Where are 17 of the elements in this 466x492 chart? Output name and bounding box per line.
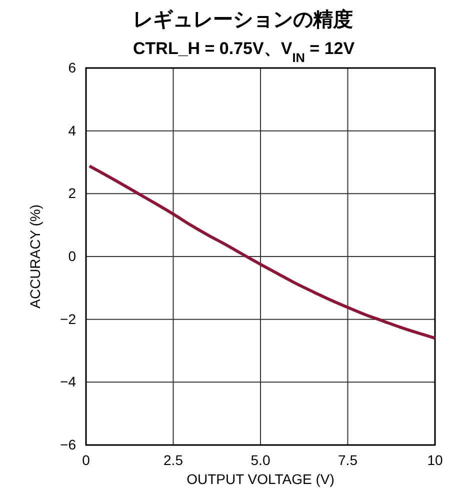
- y-tick-label: 2: [68, 185, 76, 202]
- x-tick-label: 0: [82, 452, 90, 468]
- x-axis-title: OUTPUT VOLTAGE (V): [186, 471, 334, 487]
- x-tick-label: 10: [427, 452, 443, 468]
- y-tick-label: 6: [68, 59, 76, 76]
- x-tick-label: 5.0: [250, 452, 270, 468]
- y-tick-label: 4: [68, 122, 76, 138]
- chart-subtitle: CTRL_H = 0.75V、V$_{IN}$ = 12V: [133, 39, 356, 64]
- y-tick-label: −6: [60, 436, 76, 452]
- y-axis-title: ACCURACY (%): [27, 204, 43, 308]
- x-tick-label: 2.5: [164, 452, 184, 468]
- line-series: [88, 164, 436, 340]
- y-tick-label: −4: [60, 374, 76, 390]
- chart-title: レギュレーションの精度: [133, 7, 353, 31]
- y-tick-label: 0: [68, 248, 76, 264]
- y-tick-label: −2: [60, 310, 76, 327]
- x-tick-label: 7.5: [338, 452, 358, 468]
